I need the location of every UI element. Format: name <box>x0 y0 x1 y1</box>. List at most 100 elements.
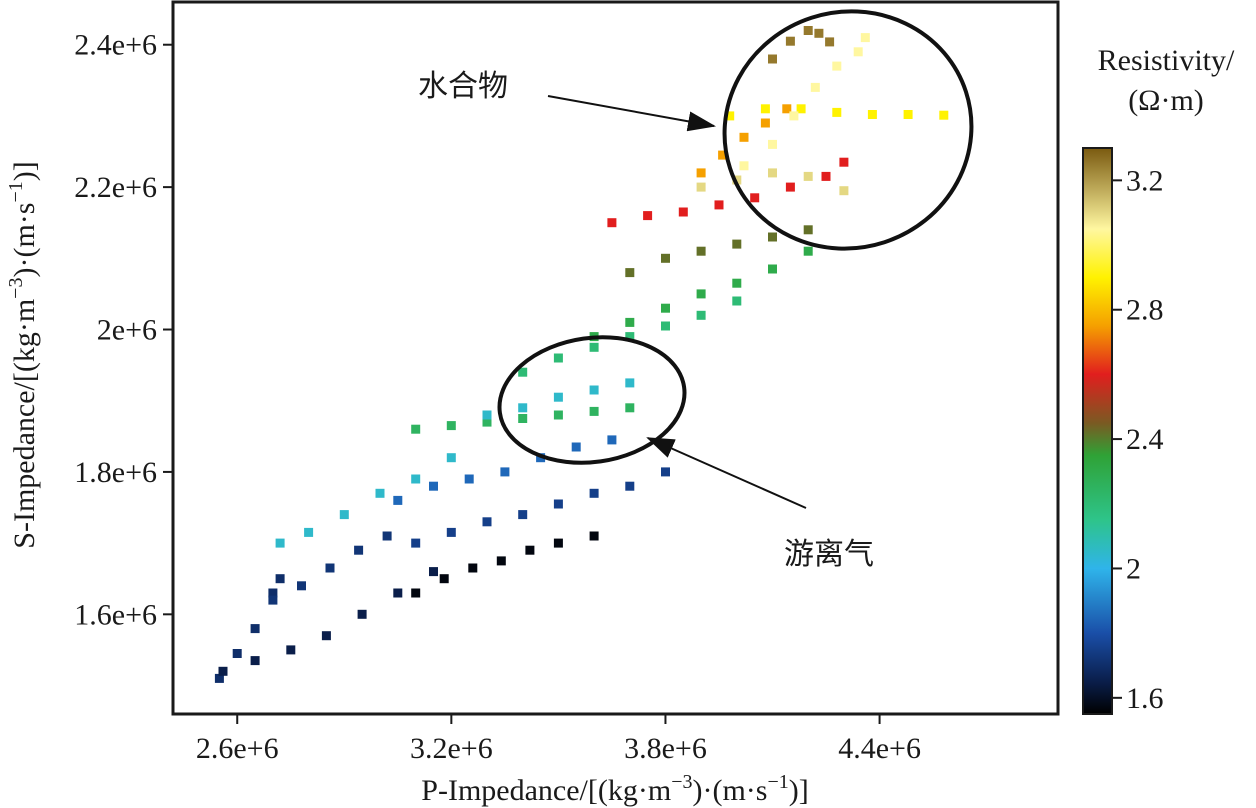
data-point <box>867 110 877 119</box>
y-title-mid: )·(m·s <box>8 203 41 278</box>
data-point <box>589 531 599 541</box>
data-point <box>785 182 795 192</box>
data-point <box>839 186 849 196</box>
data-point <box>825 37 835 47</box>
data-point <box>250 656 260 666</box>
x-tick-label: 4.4e+6 <box>838 732 921 765</box>
y-tick-label: 1.6e+6 <box>74 598 157 631</box>
free-gas-ellipse <box>497 335 687 465</box>
data-point <box>325 563 335 573</box>
hydrate-label: 水合物 <box>418 69 508 104</box>
data-point <box>525 545 535 555</box>
data-point <box>903 110 913 119</box>
data-point <box>661 321 670 331</box>
data-point <box>518 367 528 377</box>
data-point <box>810 82 820 92</box>
data-point <box>553 499 563 509</box>
y-axis-ticks: 1.6e+6 1.8e+6 2e+6 2.2e+6 2.4e+6 <box>74 29 173 631</box>
data-point <box>803 171 813 181</box>
data-point <box>268 595 278 605</box>
data-point <box>789 111 799 121</box>
y-title-main: S-Impedance/[(kg·m <box>8 299 41 549</box>
data-point <box>268 588 278 598</box>
x-title-end: )] <box>789 774 809 807</box>
data-point <box>725 111 735 121</box>
data-point <box>339 510 349 520</box>
data-point <box>607 218 617 228</box>
data-point <box>393 495 403 505</box>
x-axis-ticks: 2.6e+6 3.2e+6 3.8e+6 4.4e+6 <box>196 714 921 765</box>
data-point <box>446 453 456 463</box>
data-point <box>760 104 770 114</box>
data-point <box>696 182 706 192</box>
data-point <box>696 246 706 256</box>
data-point <box>375 488 385 498</box>
data-point <box>464 474 474 484</box>
data-point <box>411 588 421 598</box>
plot-frame <box>171 0 1060 716</box>
x-tick-label: 3.8e+6 <box>624 732 707 765</box>
data-point <box>589 342 599 352</box>
data-point <box>625 403 635 413</box>
data-point <box>839 157 849 167</box>
data-point <box>482 417 492 427</box>
colorbar-tick-label: 2.4 <box>1126 423 1164 456</box>
hydrate-ellipse <box>722 9 974 251</box>
colorbar <box>1082 147 1113 715</box>
data-point <box>832 107 842 117</box>
data-point <box>496 556 506 566</box>
data-point <box>739 161 749 171</box>
x-axis-title: P-Impedance/[(kg·m−3)·(m·s−1)] <box>421 771 808 807</box>
data-point <box>468 563 478 573</box>
x-tick-label: 2.6e+6 <box>196 732 279 765</box>
x-title-mid: )·(m·s <box>692 774 767 807</box>
data-point <box>589 385 599 395</box>
data-point <box>625 481 635 491</box>
y-axis-title: S-Impedance/[(kg·m−3)·(m·s−1)] <box>5 161 41 548</box>
data-point <box>661 253 670 263</box>
data-point <box>803 26 813 35</box>
colorbar-tick-label: 3.2 <box>1126 164 1164 197</box>
data-point <box>696 310 706 320</box>
data-point <box>696 168 706 178</box>
y-tick-label: 2e+6 <box>97 314 157 347</box>
data-point <box>429 481 438 491</box>
data-point <box>232 649 242 658</box>
colorbar-tick-label: 2.8 <box>1126 294 1164 327</box>
data-point <box>625 332 635 342</box>
data-point <box>589 406 599 416</box>
data-point <box>661 303 670 313</box>
y-tick-label: 1.8e+6 <box>74 456 157 489</box>
data-point <box>518 414 528 423</box>
data-point <box>796 104 806 114</box>
data-point <box>357 609 367 619</box>
data-point <box>732 175 742 185</box>
colorbar-ticks: 1.6 2 2.4 2.8 3.2 <box>1112 164 1164 715</box>
data-point <box>553 392 563 402</box>
data-point <box>750 193 760 203</box>
plot-area <box>173 2 1058 714</box>
data-point <box>553 410 563 420</box>
data-point <box>814 28 824 38</box>
data-point <box>625 268 635 278</box>
data-point <box>250 624 260 634</box>
data-point <box>321 631 331 641</box>
data-point <box>354 545 364 555</box>
y-tick-label: 2.2e+6 <box>74 171 157 204</box>
data-point <box>803 225 813 235</box>
y-tick-label: 2.4e+6 <box>74 29 157 62</box>
data-point <box>732 278 742 288</box>
data-point <box>696 289 706 299</box>
y-title-end: )] <box>8 161 41 181</box>
data-point <box>760 118 770 128</box>
data-point <box>411 474 421 484</box>
data-point <box>500 467 510 477</box>
data-point <box>218 666 228 676</box>
colorbar-tick-label: 1.6 <box>1126 682 1164 715</box>
data-point <box>832 61 842 71</box>
data-point <box>768 139 777 149</box>
y-title-sup2: −1 <box>5 181 27 202</box>
data-point <box>768 168 777 178</box>
data-point <box>571 442 581 452</box>
free-gas-label: 游离气 <box>784 537 874 572</box>
